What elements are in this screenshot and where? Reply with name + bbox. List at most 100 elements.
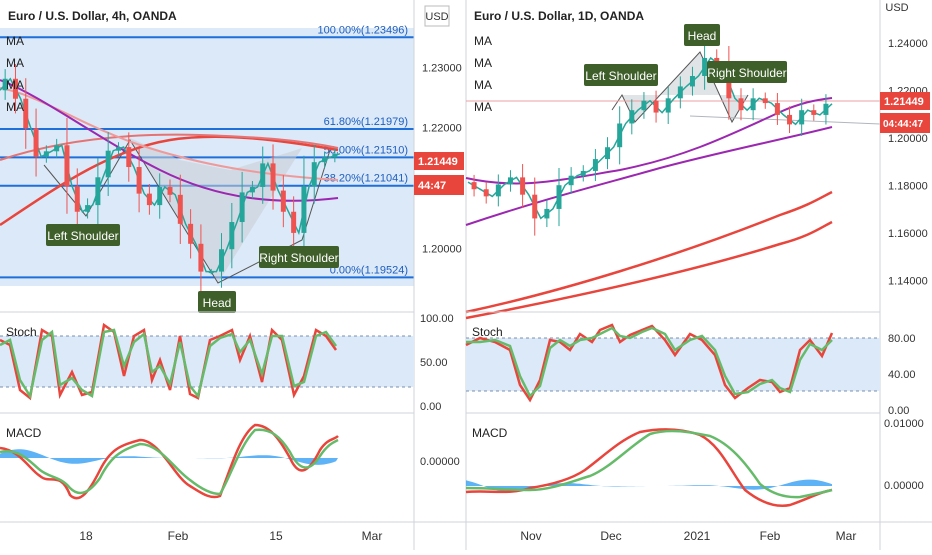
macd-signal — [465, 429, 833, 499]
candle-body — [653, 100, 659, 113]
left-shoulder-callout: Left Shoulder — [584, 64, 658, 86]
price-badge-countdown: 44:47 — [418, 180, 446, 192]
candle-body — [750, 98, 756, 111]
ma-red-1 — [465, 190, 833, 314]
candle-body — [260, 163, 266, 187]
x-tick-label: 15 — [269, 529, 283, 543]
head-label: Head — [203, 296, 232, 310]
candle-body — [12, 78, 18, 99]
y-tick-label: 1.24000 — [888, 38, 928, 50]
fib-label: 0.00%(1.19524) — [330, 264, 408, 276]
candle-body — [738, 98, 744, 111]
left-shoulder-label: Left Shoulder — [47, 229, 118, 243]
stoch-tick-label: 80.00 — [888, 333, 916, 345]
stoch-tick-label: 40.00 — [888, 369, 916, 381]
stoch-label: Stoch — [6, 325, 37, 339]
ma-legend-label: MA — [474, 56, 492, 70]
head-callout: Head — [198, 291, 236, 313]
candle-body — [177, 194, 183, 224]
ma-legend-label: MA — [474, 34, 492, 48]
ma-legend-label: MA — [6, 56, 24, 70]
stoch-tick-label: 0.00 — [420, 401, 441, 413]
candle-body — [188, 223, 194, 244]
currency-label: USD — [885, 2, 908, 14]
candle-body — [762, 98, 768, 104]
stoch-tick-label: 100.00 — [420, 313, 454, 325]
head-label: Head — [688, 29, 717, 43]
candle-body — [54, 145, 60, 152]
ma-red-2 — [465, 220, 833, 320]
candle-body — [556, 185, 562, 209]
right-shoulder-label: Right Shoulder — [259, 251, 338, 265]
stoch-d — [466, 326, 833, 399]
y-tick-label: 1.23000 — [422, 62, 462, 74]
macd-label: MACD — [6, 426, 42, 440]
pattern-shading — [130, 138, 302, 283]
candle-body — [85, 205, 91, 212]
x-tick-label: 2021 — [684, 529, 711, 543]
macd-tick-label: 0.01000 — [884, 418, 924, 430]
x-tick-label: Nov — [520, 529, 541, 543]
macd-label: MACD — [472, 426, 508, 440]
right-chart: Euro / U.S. Dollar, 1D, OANDA MA MA MA MA H… — [465, 0, 930, 550]
chart-title: Euro / U.S. Dollar, 1D, OANDA — [474, 9, 644, 23]
macd-tick-label: 0.00000 — [420, 456, 460, 468]
y-tick-label: 1.20000 — [888, 133, 928, 145]
right-shoulder-label: Right Shoulder — [707, 66, 786, 80]
price-badge-value: 1.21449 — [418, 156, 458, 168]
right-shoulder-callout: Right Shoulder — [259, 246, 339, 268]
x-tick-label: Feb — [168, 529, 189, 543]
macd-histogram — [0, 449, 338, 465]
candle-body — [126, 147, 132, 168]
candle-body — [239, 192, 245, 223]
price-badge-value: 1.21449 — [884, 96, 924, 108]
ma-legend-label: MA — [474, 78, 492, 92]
candle-body — [689, 75, 695, 87]
y-tick-label: 1.14000 — [888, 276, 928, 288]
candle-body — [311, 162, 317, 187]
ma-legend-label: MA — [474, 100, 492, 114]
candle-body — [105, 150, 111, 178]
y-tick-label: 1.22000 — [422, 123, 462, 135]
candle-body — [43, 151, 49, 157]
candle-body — [301, 186, 307, 233]
candle-body — [270, 163, 276, 191]
neckline — [689, 115, 881, 125]
price-badge: 1.21449 44:47 — [414, 152, 464, 195]
candle-body — [219, 249, 225, 272]
ma-purple-2 — [465, 97, 833, 185]
x-tick-label: Mar — [362, 529, 383, 543]
candle-body — [332, 153, 338, 158]
y-tick-label: 1.20000 — [422, 244, 462, 256]
candle-body — [665, 98, 671, 113]
candle-body — [23, 98, 29, 129]
candle-body — [95, 177, 101, 206]
usd-box — [424, 5, 450, 27]
stoch-label: Stoch — [472, 325, 503, 339]
fib-label: 100.00%(1.23496) — [317, 24, 408, 36]
candle-body — [74, 186, 80, 212]
candle-body — [115, 147, 121, 151]
candle-body — [774, 103, 780, 115]
candle-body — [811, 110, 817, 115]
x-tick-label: Feb — [760, 529, 781, 543]
stoch-tick-label: 50.00 — [420, 357, 448, 369]
candle-body — [532, 194, 538, 219]
candle-body — [544, 208, 550, 219]
candle-body — [167, 186, 173, 195]
candle-body — [291, 211, 297, 233]
chart-title: Euro / U.S. Dollar, 4h, OANDA — [8, 9, 177, 23]
candle-body — [823, 103, 829, 115]
y-tick-label: 1.18000 — [888, 181, 928, 193]
candle-body — [2, 78, 8, 91]
candle-body — [507, 177, 513, 185]
price-line — [467, 56, 833, 220]
macd-line — [0, 423, 339, 500]
candle-body — [280, 190, 286, 212]
currency-label: USD — [425, 11, 448, 23]
candle-body — [33, 128, 39, 157]
candle-body — [229, 222, 235, 250]
right-shoulder-callout: Right Shoulder — [707, 61, 787, 83]
candle-body — [249, 186, 255, 193]
